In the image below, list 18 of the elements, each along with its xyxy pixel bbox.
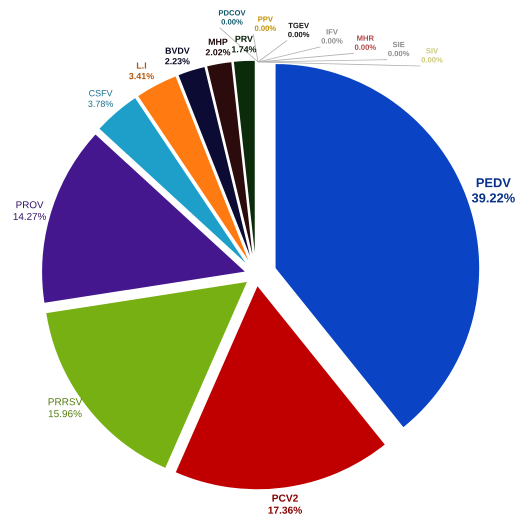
slice-label: PRV — [236, 36, 253, 42]
slice-label: PEDV — [476, 178, 511, 188]
data-label: 17.36% — [268, 506, 302, 514]
data-label: 15.96% — [48, 410, 82, 418]
data-label: 1.74% — [232, 46, 256, 52]
data-label: 3.78% — [88, 100, 113, 107]
slice-label: PROV — [16, 201, 44, 208]
data-label: 3.41% — [129, 72, 154, 80]
slice-label: L.I — [136, 62, 146, 69]
data-label: 14.27% — [14, 212, 46, 220]
slice-label: MHP — [208, 38, 228, 45]
data-label: 39.22% — [472, 193, 515, 203]
slice-label: PRRSV — [48, 398, 82, 406]
slice-label: CSFV — [89, 90, 112, 96]
slice-label: BVDV — [166, 48, 190, 54]
slice-label: PCV2 — [272, 494, 298, 502]
data-label: 2.02% — [206, 49, 230, 56]
data-label: 2.23% — [165, 58, 190, 64]
